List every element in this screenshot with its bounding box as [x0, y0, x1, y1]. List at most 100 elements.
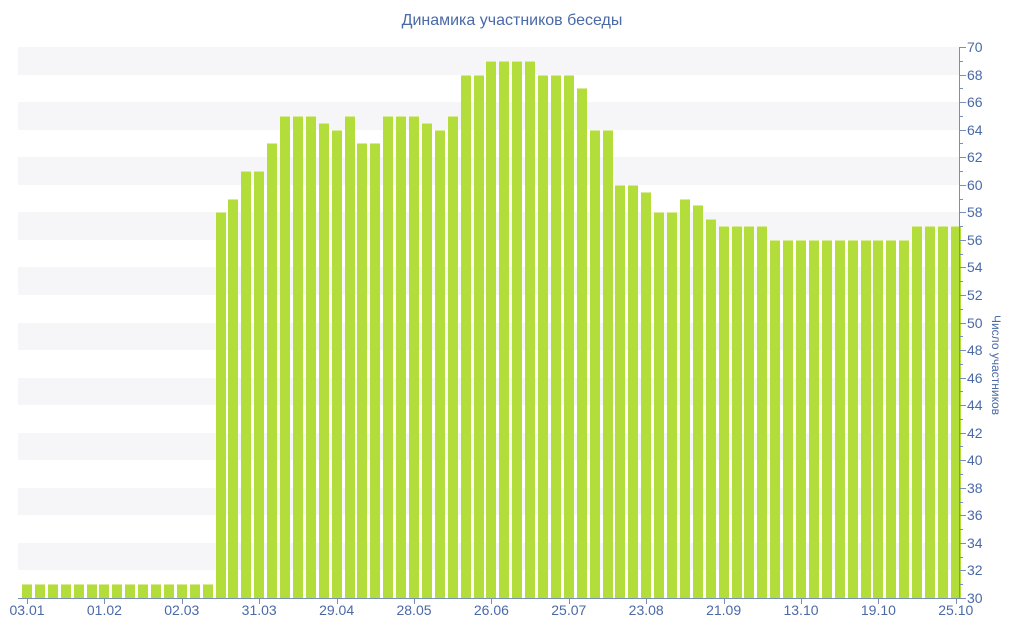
- bar[interactable]: [744, 226, 755, 598]
- bar[interactable]: [112, 584, 123, 598]
- bar[interactable]: [834, 239, 845, 598]
- bar[interactable]: [912, 226, 923, 598]
- y-minor-tick: [960, 198, 963, 200]
- bar[interactable]: [125, 584, 136, 598]
- x-tick: [104, 599, 106, 604]
- bar[interactable]: [770, 239, 781, 598]
- bar[interactable]: [370, 143, 381, 598]
- bar[interactable]: [757, 226, 768, 598]
- bar[interactable]: [215, 212, 226, 598]
- bar[interactable]: [357, 143, 368, 598]
- y-tick-label: 62: [967, 149, 983, 166]
- bar[interactable]: [99, 584, 110, 598]
- bar[interactable]: [331, 129, 342, 598]
- bar[interactable]: [318, 122, 329, 598]
- bar[interactable]: [421, 122, 432, 598]
- bar[interactable]: [47, 584, 58, 598]
- bar[interactable]: [138, 584, 149, 598]
- bar[interactable]: [808, 239, 819, 598]
- bar[interactable]: [718, 226, 729, 598]
- bar[interactable]: [499, 60, 510, 598]
- x-tick: [801, 599, 802, 604]
- y-tick-label: 44: [967, 397, 983, 414]
- bar[interactable]: [267, 143, 278, 598]
- bar[interactable]: [189, 584, 200, 598]
- bar[interactable]: [34, 584, 45, 598]
- bar[interactable]: [292, 115, 303, 598]
- bar[interactable]: [692, 205, 703, 598]
- y-minor-tick: [960, 474, 963, 476]
- bar[interactable]: [538, 74, 548, 598]
- y-major-tick: [960, 432, 966, 434]
- bar[interactable]: [525, 60, 536, 598]
- bar[interactable]: [563, 74, 574, 598]
- bar[interactable]: [176, 584, 187, 598]
- bar[interactable]: [228, 198, 239, 598]
- y-minor-tick: [960, 584, 963, 586]
- y-minor-tick: [960, 281, 963, 283]
- bar[interactable]: [383, 115, 394, 598]
- bar[interactable]: [241, 170, 252, 598]
- bar[interactable]: [447, 115, 458, 598]
- bar[interactable]: [396, 115, 407, 598]
- x-tick-label: 29.04: [319, 602, 355, 618]
- y-major-tick: [960, 542, 966, 544]
- y-tick-label: 52: [967, 286, 983, 303]
- y-tick-label: 34: [967, 534, 983, 551]
- bar[interactable]: [667, 212, 677, 598]
- bar[interactable]: [460, 74, 471, 598]
- y-major-tick: [960, 212, 966, 214]
- bar[interactable]: [202, 584, 213, 598]
- bar[interactable]: [550, 74, 561, 598]
- x-tick-label: 19.10: [860, 602, 896, 618]
- bar[interactable]: [73, 584, 84, 598]
- bar[interactable]: [821, 239, 832, 598]
- x-tick-label: 28.05: [396, 602, 432, 618]
- bar[interactable]: [305, 115, 316, 598]
- bar[interactable]: [151, 584, 161, 598]
- x-tick-label: 02.03: [164, 602, 200, 618]
- bar[interactable]: [615, 184, 626, 598]
- bar[interactable]: [602, 129, 613, 598]
- bar[interactable]: [950, 226, 961, 598]
- y-major-tick: [960, 487, 966, 489]
- bar[interactable]: [731, 226, 742, 598]
- bar[interactable]: [163, 584, 174, 598]
- x-tick-label: 03.01: [9, 602, 45, 618]
- bar[interactable]: [641, 191, 652, 598]
- chart-title: Динамика участников беседы: [401, 12, 623, 29]
- bar[interactable]: [705, 219, 716, 598]
- bar[interactable]: [409, 115, 419, 598]
- bar[interactable]: [473, 74, 484, 598]
- y-tick-label: 64: [967, 121, 983, 138]
- bar[interactable]: [783, 239, 794, 598]
- bar[interactable]: [254, 170, 265, 598]
- bar[interactable]: [434, 129, 445, 598]
- bar[interactable]: [86, 584, 97, 598]
- bar[interactable]: [847, 239, 858, 598]
- bar[interactable]: [937, 226, 948, 598]
- bar[interactable]: [886, 239, 897, 598]
- y-minor-tick: [960, 170, 963, 172]
- bar[interactable]: [512, 60, 523, 598]
- bar[interactable]: [873, 239, 884, 598]
- bar[interactable]: [679, 198, 690, 598]
- bar[interactable]: [486, 60, 497, 598]
- bar[interactable]: [22, 584, 32, 598]
- bar[interactable]: [654, 212, 665, 598]
- bar[interactable]: [60, 584, 71, 598]
- bar[interactable]: [860, 239, 871, 598]
- bar[interactable]: [344, 115, 355, 598]
- bar[interactable]: [628, 184, 639, 598]
- bar[interactable]: [280, 115, 290, 598]
- y-major-tick: [960, 47, 966, 48]
- y-major-tick: [960, 570, 966, 572]
- y-minor-tick: [960, 418, 963, 420]
- bar[interactable]: [925, 226, 935, 598]
- bar[interactable]: [899, 239, 910, 598]
- y-minor-tick: [960, 253, 963, 255]
- y-minor-tick: [960, 363, 963, 365]
- bar[interactable]: [589, 129, 600, 598]
- bar[interactable]: [796, 239, 806, 598]
- bar[interactable]: [576, 88, 587, 598]
